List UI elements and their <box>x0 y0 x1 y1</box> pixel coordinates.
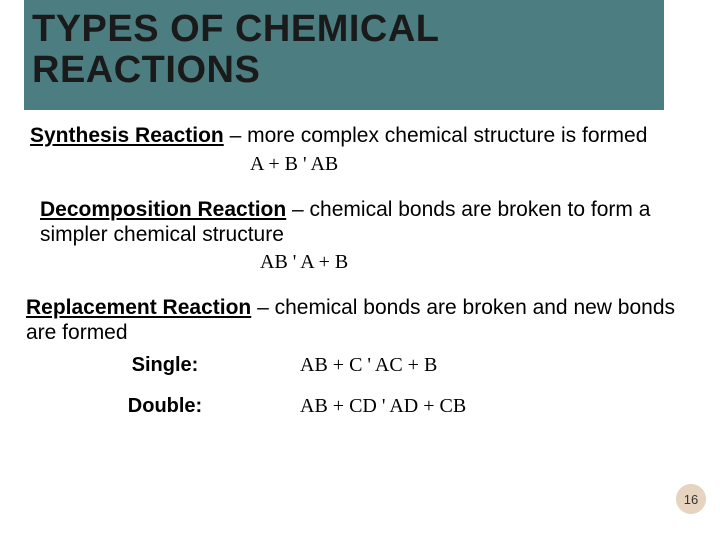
page-number: 16 <box>684 492 698 507</box>
replacement-double-row: Double: AB + CD ' AD + CB <box>30 395 690 418</box>
synthesis-desc: – more complex chemical structure is for… <box>224 124 648 147</box>
section-decomposition: Decomposition Reaction – chemical bonds … <box>40 198 690 275</box>
content-area: Synthesis Reaction – more complex chemic… <box>30 124 690 440</box>
decomposition-term: Decomposition Reaction <box>40 198 286 221</box>
replacement-definition: Replacement Reaction – chemical bonds ar… <box>26 296 690 346</box>
decomposition-equation: AB ' A + B <box>40 251 690 274</box>
single-label: Single: <box>30 354 300 377</box>
slide-title: TYPES OF CHEMICAL REACTIONS <box>32 9 656 91</box>
synthesis-term: Synthesis Reaction <box>30 124 224 147</box>
replacement-term: Replacement Reaction <box>26 296 251 319</box>
synthesis-definition: Synthesis Reaction – more complex chemic… <box>30 124 690 149</box>
page-number-badge: 16 <box>676 484 706 514</box>
single-equation: AB + C ' AC + B <box>300 354 690 377</box>
replacement-single-row: Single: AB + C ' AC + B <box>30 354 690 377</box>
decomposition-definition: Decomposition Reaction – chemical bonds … <box>40 198 690 248</box>
section-synthesis: Synthesis Reaction – more complex chemic… <box>30 124 690 176</box>
synthesis-equation: A + B ' AB <box>30 153 690 176</box>
double-label: Double: <box>30 395 300 418</box>
title-banner: TYPES OF CHEMICAL REACTIONS <box>24 0 664 110</box>
double-equation: AB + CD ' AD + CB <box>300 395 690 418</box>
section-replacement: Replacement Reaction – chemical bonds ar… <box>30 296 690 418</box>
